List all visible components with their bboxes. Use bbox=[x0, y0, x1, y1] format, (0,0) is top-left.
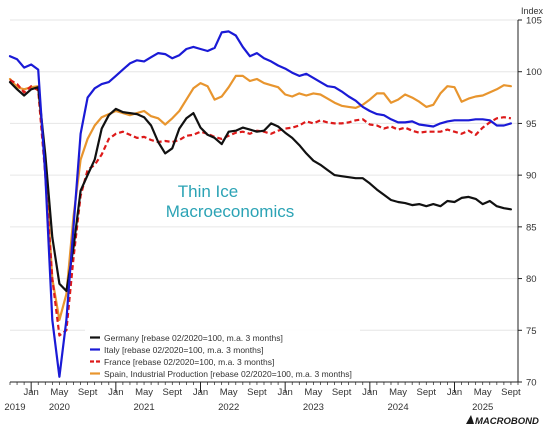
x-year-label: 2021 bbox=[133, 402, 154, 413]
x-year-label: 2025 bbox=[472, 402, 493, 413]
legend-item-france: France [rebase 02/2020=100, m.a. 3 month… bbox=[90, 357, 274, 367]
y-tick-label: 85 bbox=[526, 222, 537, 233]
x-tick-label: Jan bbox=[193, 387, 208, 398]
x-tick-label: Sept bbox=[247, 387, 267, 398]
x-year-label: 2019 bbox=[4, 402, 25, 413]
x-tick-label: Sept bbox=[417, 387, 437, 398]
x-tick-label: May bbox=[220, 387, 238, 398]
series-line-italy bbox=[8, 30, 512, 378]
x-tick-label: Jan bbox=[278, 387, 293, 398]
y-tick-label: 105 bbox=[526, 16, 542, 27]
y-tick-label: 70 bbox=[526, 378, 537, 389]
x-tick-label: May bbox=[389, 387, 407, 398]
y-tick-label: 80 bbox=[526, 274, 537, 285]
grid-lines bbox=[10, 19, 518, 331]
watermark-line2: Macroeconomics bbox=[166, 202, 295, 221]
legend-label-italy: Italy [rebase 02/2020=100, m.a. 3 months… bbox=[104, 345, 263, 355]
x-tick-label: May bbox=[304, 387, 322, 398]
x-year-label: 2020 bbox=[49, 402, 70, 413]
series-line-spain bbox=[8, 74, 512, 321]
y-tick-label: 75 bbox=[526, 326, 537, 337]
brand-label: MACROBOND bbox=[475, 416, 539, 427]
x-year-label: 2022 bbox=[218, 402, 239, 413]
x-axis-ticks: Jan May Sept Jan May Sept Jan May Sept Jan May Sept… bbox=[4, 382, 521, 413]
x-tick-label: Jan bbox=[447, 387, 462, 398]
legend-item-germany: Germany [rebase 02/2020=100, m.a. 3 mont… bbox=[90, 333, 283, 343]
legend-label-france: France [rebase 02/2020=100, m.a. 3 month… bbox=[104, 357, 274, 367]
watermark-logo: Thin Ice Macroeconomics bbox=[166, 182, 295, 221]
y-tick-label: 100 bbox=[526, 67, 542, 78]
macrobond-brand: MACROBOND bbox=[466, 415, 539, 427]
legend-item-spain: Spain, Industrial Production [rebase 02/… bbox=[90, 369, 352, 379]
x-tick-label: Sept bbox=[163, 387, 183, 398]
watermark-line1: Thin Ice bbox=[178, 182, 238, 201]
macrobond-logo-icon bbox=[466, 415, 474, 424]
series-lines bbox=[8, 30, 512, 378]
x-tick-label: Sept bbox=[501, 387, 521, 398]
x-tick-label: May bbox=[50, 387, 68, 398]
legend-box bbox=[85, 329, 360, 380]
x-year-label: 2024 bbox=[387, 402, 408, 413]
x-tick-label: Sept bbox=[78, 387, 98, 398]
x-tick-label: Sept bbox=[332, 387, 352, 398]
legend-item-italy: Italy [rebase 02/2020=100, m.a. 3 months… bbox=[90, 345, 263, 355]
y-axis-unit-label: Index bbox=[521, 6, 544, 16]
x-tick-label: Jan bbox=[362, 387, 377, 398]
x-tick-label: May bbox=[135, 387, 153, 398]
x-tick-label: Jan bbox=[108, 387, 123, 398]
series-line-germany bbox=[8, 81, 512, 293]
series-line-france bbox=[9, 79, 512, 337]
x-year-label: 2023 bbox=[303, 402, 324, 413]
y-tick-label: 95 bbox=[526, 119, 537, 130]
legend-label-spain: Spain, Industrial Production [rebase 02/… bbox=[104, 369, 352, 379]
legend: Germany [rebase 02/2020=100, m.a. 3 mont… bbox=[85, 329, 360, 380]
y-axis-ticks: 70 75 80 85 90 95 100 105 bbox=[518, 16, 542, 389]
y-tick-label: 90 bbox=[526, 171, 537, 182]
legend-label-germany: Germany [rebase 02/2020=100, m.a. 3 mont… bbox=[104, 333, 283, 343]
x-tick-label: May bbox=[474, 387, 492, 398]
x-tick-label: Jan bbox=[24, 387, 39, 398]
